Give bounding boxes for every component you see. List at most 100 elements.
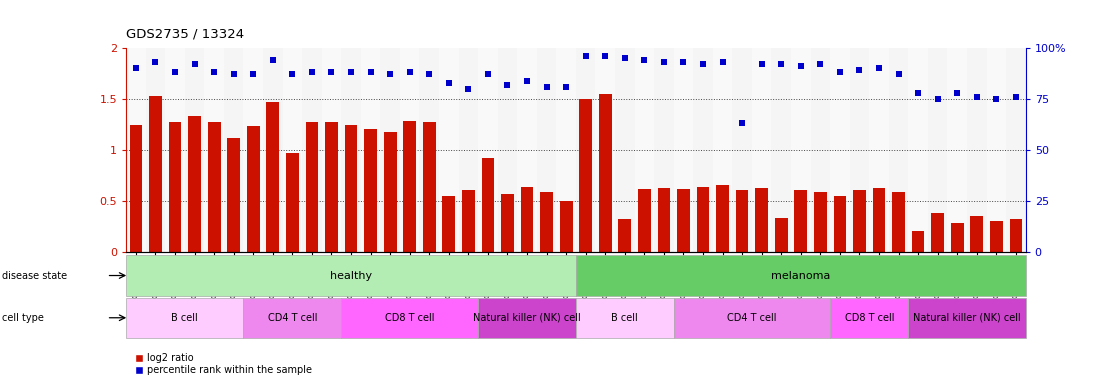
Bar: [321, 48, 341, 252]
Bar: [657, 189, 670, 252]
Bar: [853, 190, 866, 252]
Bar: [736, 190, 748, 252]
Text: melanoma: melanoma: [771, 270, 830, 281]
Bar: [559, 201, 573, 252]
Bar: [306, 122, 318, 252]
Point: [597, 53, 614, 59]
Point: [185, 61, 203, 67]
Bar: [912, 231, 925, 252]
Bar: [579, 99, 592, 252]
Bar: [478, 48, 498, 252]
Text: CD4 T cell: CD4 T cell: [268, 313, 317, 323]
Bar: [615, 48, 634, 252]
Point: [734, 120, 751, 126]
Point: [577, 53, 595, 59]
Point: [557, 84, 575, 90]
Bar: [889, 48, 908, 252]
Bar: [126, 48, 146, 252]
Bar: [989, 221, 1003, 252]
Point: [400, 70, 418, 76]
Point: [753, 61, 770, 67]
Bar: [774, 218, 788, 252]
Bar: [1006, 48, 1026, 252]
Bar: [908, 48, 928, 252]
Point: [812, 61, 829, 67]
Bar: [207, 122, 220, 252]
Bar: [302, 48, 321, 252]
Point: [167, 70, 184, 76]
Bar: [830, 298, 908, 338]
Bar: [619, 219, 631, 252]
Point: [655, 59, 672, 65]
Bar: [713, 48, 733, 252]
Point: [635, 57, 653, 63]
Bar: [971, 216, 983, 252]
Bar: [384, 132, 396, 252]
Point: [538, 84, 555, 90]
Point: [714, 59, 732, 65]
Text: Natural killer (NK) cell: Natural killer (NK) cell: [473, 313, 581, 323]
Bar: [576, 48, 596, 252]
Point: [694, 61, 712, 67]
Bar: [518, 48, 536, 252]
Point: [205, 70, 223, 76]
Bar: [459, 48, 478, 252]
Bar: [361, 48, 381, 252]
Bar: [381, 48, 400, 252]
Bar: [834, 195, 846, 252]
Point: [382, 71, 399, 78]
Point: [479, 71, 497, 78]
Bar: [733, 48, 751, 252]
Bar: [693, 48, 713, 252]
Bar: [439, 48, 459, 252]
Bar: [419, 48, 439, 252]
Bar: [344, 125, 358, 252]
Point: [850, 67, 868, 73]
Bar: [830, 48, 850, 252]
Bar: [521, 187, 533, 252]
Text: disease state: disease state: [2, 270, 67, 281]
Bar: [869, 48, 889, 252]
Bar: [501, 194, 513, 252]
Point: [929, 96, 947, 102]
Bar: [873, 189, 885, 252]
Bar: [677, 189, 690, 252]
Text: CD8 T cell: CD8 T cell: [845, 313, 894, 323]
Point: [264, 57, 282, 63]
Bar: [283, 48, 302, 252]
Bar: [756, 189, 768, 252]
Bar: [126, 298, 244, 338]
Bar: [908, 298, 1026, 338]
Point: [245, 71, 262, 78]
Bar: [654, 48, 674, 252]
Point: [127, 65, 145, 71]
Bar: [791, 48, 811, 252]
Bar: [771, 48, 791, 252]
Bar: [540, 192, 553, 252]
Text: B cell: B cell: [171, 313, 199, 323]
Bar: [244, 48, 263, 252]
Point: [284, 71, 302, 78]
Bar: [638, 189, 651, 252]
Bar: [928, 48, 948, 252]
Bar: [948, 48, 968, 252]
Point: [792, 63, 810, 70]
Bar: [129, 125, 143, 252]
Point: [870, 65, 887, 71]
Bar: [341, 298, 478, 338]
Point: [1007, 94, 1025, 100]
Point: [147, 59, 165, 65]
Point: [949, 90, 966, 96]
Text: CD8 T cell: CD8 T cell: [385, 313, 434, 323]
Bar: [146, 48, 166, 252]
Bar: [697, 187, 710, 252]
Bar: [126, 255, 576, 296]
Bar: [478, 298, 576, 338]
Bar: [227, 137, 240, 252]
Bar: [166, 48, 184, 252]
Point: [987, 96, 1005, 102]
Point: [499, 81, 517, 88]
Point: [968, 94, 985, 100]
Text: B cell: B cell: [611, 313, 638, 323]
Bar: [1009, 219, 1022, 252]
